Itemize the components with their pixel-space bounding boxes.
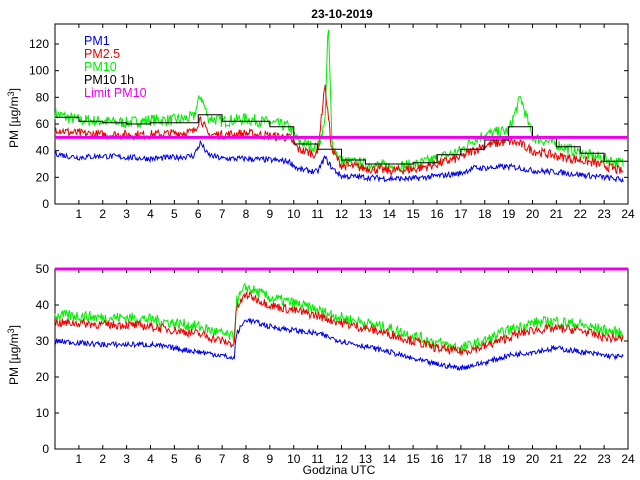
top-x-tick-label: 22 — [574, 207, 588, 221]
bottom-y-tick-label: 40 — [36, 298, 50, 312]
bottom-x-tick-label: 11 — [311, 452, 324, 466]
legend-pm1: PM1 — [84, 34, 110, 48]
bottom-x-tick-label: 3 — [123, 452, 130, 466]
top-x-tick-label: 21 — [550, 207, 564, 221]
bottom-series-pm1 — [54, 317, 624, 372]
top-x-tick-label: 2 — [99, 207, 106, 221]
legend-pm25: PM2.5 — [84, 47, 120, 61]
bottom-x-tick-label: 2 — [99, 452, 106, 466]
top-x-tick-label: 15 — [406, 207, 420, 221]
legend-pm10-1h: PM10 1h — [84, 73, 134, 87]
top-x-tick-label: 13 — [359, 207, 373, 221]
bottom-plot-area: 1 2 3 4 5 6 7 8 9 10 11 12 13 14 15 16 17 18 19 20 21 22 23 240… — [36, 262, 635, 466]
top-x-tick-label: 18 — [478, 207, 492, 221]
top-x-tick-label: 9 — [267, 207, 274, 221]
bottom-x-tick-label: 19 — [502, 452, 516, 466]
top-y-tick-label: 60 — [36, 117, 50, 131]
bottom-x-tick-label: 12 — [335, 452, 349, 466]
bottom-x-tick-label: 7 — [219, 452, 226, 466]
top-x-tick-label: 16 — [430, 207, 444, 221]
bottom-series-pm25 — [54, 291, 624, 357]
bottom-x-tick-label: 15 — [406, 452, 420, 466]
bottom-x-tick-label: 9 — [267, 452, 274, 466]
bottom-x-tick-label: 1 — [76, 452, 83, 466]
bottom-x-tick-label: 13 — [359, 452, 373, 466]
top-x-tick-label: 12 — [335, 207, 349, 221]
bottom-y-tick-label: 0 — [42, 442, 49, 456]
top-y-tick-label: 20 — [36, 170, 50, 184]
top-plot-area: 1 2 3 4 5 6 7 8 9 10 11 12 13 14 15 16 17 18 19 20 21 22 23 240… — [29, 23, 635, 221]
bottom-x-tick-label: 5 — [171, 452, 178, 466]
top-x-tick-label: 5 — [171, 207, 178, 221]
chart-title: 23-10-2019 — [311, 7, 373, 21]
top-x-tick-label: 7 — [219, 207, 226, 221]
top-y-tick-label: 0 — [42, 197, 49, 211]
bottom-x-tick-label: 8 — [243, 452, 250, 466]
bottom-x-tick-label: 17 — [454, 452, 468, 466]
legend-pm10: PM10 — [84, 60, 117, 74]
bottom-x-tick-label: 22 — [574, 452, 588, 466]
top-x-tick-label: 24 — [621, 207, 635, 221]
bottom-x-tick-label: 24 — [621, 452, 635, 466]
bottom-x-tick-label: 18 — [478, 452, 492, 466]
bottom-x-tick-label: 10 — [287, 452, 301, 466]
bottom-x-tick-label: 4 — [147, 452, 154, 466]
bottom-x-tick-label: 16 — [430, 452, 444, 466]
bottom-y-tick-label: 50 — [36, 262, 50, 276]
bottom-y-tick-label: 30 — [36, 334, 50, 348]
top-y-tick-label: 100 — [29, 64, 49, 78]
top-y-tick-label: 40 — [36, 144, 50, 158]
bottom-x-tick-label: 14 — [383, 452, 397, 466]
top-series-pm1 — [54, 139, 624, 183]
bottom-series-pm10 — [54, 282, 624, 354]
legend-limit-pm10: Limit PM10 — [84, 86, 147, 100]
bottom-x-tick-label: 6 — [195, 452, 202, 466]
bottom-y-axis-label: PM [µg/m3] — [6, 325, 21, 385]
top-x-tick-label: 23 — [597, 207, 611, 221]
top-y-tick-label: 80 — [36, 90, 50, 104]
top-x-tick-label: 3 — [123, 207, 130, 221]
top-series-pm10-1h — [55, 114, 628, 165]
top-y-axis-label: PM [µg/m3] — [6, 88, 21, 148]
top-legend: PM1 PM2.5 PM10 PM10 1h Limit PM10 — [84, 34, 147, 100]
top-x-tick-label: 6 — [195, 207, 202, 221]
top-x-tick-label: 14 — [383, 207, 397, 221]
top-series-pm10 — [54, 29, 624, 174]
top-x-tick-label: 8 — [243, 207, 250, 221]
top-x-tick-label: 19 — [502, 207, 516, 221]
top-x-tick-label: 1 — [76, 207, 83, 221]
bottom-x-tick-label: 21 — [550, 452, 564, 466]
top-x-tick-label: 20 — [526, 207, 540, 221]
bottom-x-tick-label: 23 — [597, 452, 611, 466]
top-x-tick-label: 11 — [311, 207, 324, 221]
top-y-tick-label: 120 — [29, 37, 49, 51]
bottom-x-tick-label: 20 — [526, 452, 540, 466]
top-x-tick-label: 17 — [454, 207, 468, 221]
bottom-y-tick-label: 10 — [36, 406, 50, 420]
top-x-tick-label: 4 — [147, 207, 154, 221]
bottom-y-tick-label: 20 — [36, 370, 50, 384]
top-x-tick-label: 10 — [287, 207, 301, 221]
x-axis-label: Godzina UTC — [303, 463, 376, 477]
